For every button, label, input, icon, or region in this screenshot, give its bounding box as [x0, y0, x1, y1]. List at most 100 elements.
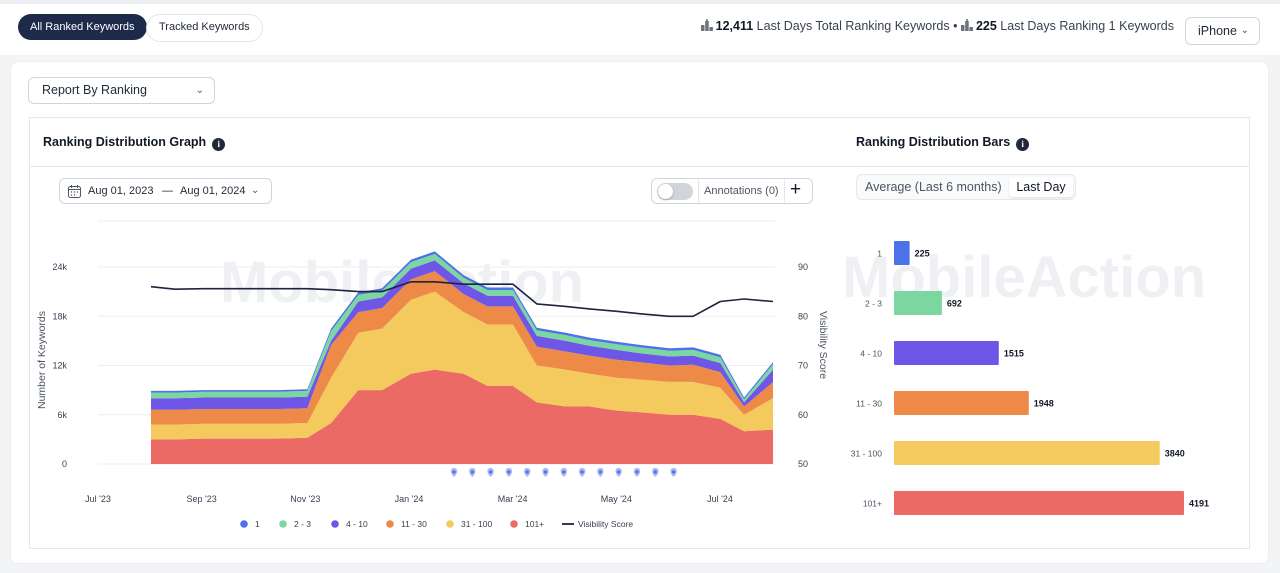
- x-tick-label: Mar '24: [498, 494, 528, 504]
- keyword-stats: 12,411 Last Days Total Ranking Keywords …: [700, 19, 1174, 33]
- legend-label: Visibility Score: [578, 519, 633, 529]
- annotation-marker-dot: [507, 470, 511, 474]
- tab-last-day[interactable]: Last Day: [1009, 177, 1073, 197]
- calendar-icon: [68, 185, 81, 198]
- annotations-label: Annotations (0): [704, 185, 779, 197]
- annotation-markers[interactable]: [450, 468, 677, 477]
- bar-category-label: 2 - 3: [865, 299, 882, 309]
- bar-value-label: 225: [915, 249, 930, 259]
- legend-label: 101+: [525, 519, 544, 529]
- bar-101+: [894, 491, 1184, 515]
- divider: [698, 179, 699, 203]
- tab-tracked-keywords[interactable]: Tracked Keywords: [146, 14, 263, 42]
- chevron-down-icon: ⌄: [251, 185, 260, 196]
- annotation-marker-dot: [562, 470, 566, 474]
- y2-tick-label: 70: [798, 361, 808, 371]
- annotation-marker-dot: [672, 470, 676, 474]
- legend-label: 2 - 3: [294, 519, 311, 529]
- tab-all-ranked-keywords[interactable]: All Ranked Keywords: [18, 14, 147, 40]
- date-separator: —: [162, 185, 173, 197]
- y-axis-label: Number of Keywords: [36, 311, 48, 409]
- bar-11-30: [894, 391, 1029, 415]
- bars-group: 1 225 2 - 3 692 4 - 10 1515 11 - 30 1948 31 - 10…: [851, 241, 1209, 515]
- annotation-marker-dot: [525, 470, 529, 474]
- legend-label: 11 - 30: [401, 519, 427, 529]
- y2-tick-label: 50: [798, 459, 808, 469]
- legend-swatch: [279, 520, 287, 528]
- y2-tick-label: 60: [798, 410, 808, 420]
- legend-swatch: [386, 520, 394, 528]
- area-series-31-100: [151, 291, 773, 440]
- info-icon[interactable]: i: [212, 138, 226, 151]
- annotation-marker-dot: [452, 470, 456, 474]
- graph-title-text: Ranking Distribution Graph: [43, 135, 207, 149]
- y-tick-label: 24k: [52, 262, 67, 272]
- device-select[interactable]: iPhone ⌄: [1185, 17, 1260, 45]
- date-to[interactable]: Aug 01, 2024: [180, 185, 246, 197]
- ranking-podium-icon: [700, 19, 713, 31]
- bar-category-label: 1: [877, 249, 882, 259]
- area-series-101+: [151, 369, 773, 464]
- bar-value-label: 1948: [1034, 399, 1054, 409]
- info-icon[interactable]: i: [1016, 138, 1030, 151]
- report-type-select[interactable]: Report By Ranking ⌄: [28, 77, 215, 104]
- legend-swatch: [331, 520, 339, 528]
- chevron-down-icon: ⌄: [195, 85, 204, 96]
- y-tick-label: 18k: [52, 311, 67, 321]
- bar-category-label: 11 - 30: [856, 399, 882, 409]
- total-keywords-value: 12,411: [715, 19, 754, 33]
- y2-tick-label: 90: [798, 262, 808, 272]
- legend-swatch: [240, 520, 248, 528]
- bar-value-label: 1515: [1004, 349, 1024, 359]
- total-keywords-label: Last Days Total Ranking Keywords: [756, 19, 950, 33]
- y2-axis-label: Visibility Score: [817, 311, 829, 379]
- x-tick-label: Jul '24: [707, 494, 733, 504]
- date-from[interactable]: Aug 01, 2023: [88, 185, 154, 197]
- annotation-marker-dot: [635, 470, 639, 474]
- annotations-control: Annotations (0) +: [651, 178, 813, 204]
- y-tick-label: 0: [62, 459, 67, 469]
- area-series-11-30: [151, 271, 773, 425]
- annotation-marker-dot: [489, 470, 493, 474]
- top-bar: All Ranked Keywords Tracked Keywords 12,…: [0, 0, 1280, 55]
- divider: [784, 179, 785, 203]
- annotations-toggle[interactable]: [657, 183, 693, 200]
- report-type-value: Report By Ranking: [42, 83, 147, 97]
- y2-tick-label: 80: [798, 311, 808, 321]
- chevron-down-icon: ⌄: [1240, 25, 1249, 36]
- bar-category-label: 4 - 10: [860, 349, 882, 359]
- x-tick-label: Sep '23: [187, 494, 217, 504]
- legend-swatch: [510, 520, 518, 528]
- bar-1: [894, 241, 910, 265]
- annotation-marker-dot: [470, 470, 474, 474]
- annotation-marker-dot: [580, 470, 584, 474]
- bar-2-3: [894, 291, 942, 315]
- chart-legend: 1 2 - 3 4 - 10 11 - 30 31 - 100 101+ Visibilit…: [240, 519, 633, 529]
- add-annotation-button[interactable]: +: [790, 179, 802, 200]
- bar-31-100: [894, 441, 1160, 465]
- date-range-picker[interactable]: Aug 01, 2023 — Aug 01, 2024 ⌄: [59, 178, 272, 204]
- x-tick-label: Jul '23: [85, 494, 111, 504]
- x-axis-ticks: Jul '23 Sep '23 Nov '23 Jan '24 Mar '24 May '…: [85, 494, 733, 504]
- bar-value-label: 4191: [1189, 499, 1209, 509]
- annotation-marker-dot: [598, 470, 603, 474]
- bars-title: Ranking Distribution Bars i: [856, 135, 1030, 151]
- x-tick-label: Nov '23: [290, 494, 320, 504]
- bar-value-label: 692: [947, 299, 962, 309]
- toggle-knob: [658, 184, 673, 199]
- tab-average-last-6-months[interactable]: Average (Last 6 months): [865, 180, 1002, 194]
- chart-areas: [151, 251, 773, 464]
- bar-category-label: 31 - 100: [851, 449, 882, 459]
- legend-label: 31 - 100: [461, 519, 492, 529]
- visibility-line-group: [150, 281, 774, 318]
- legend-label: 1: [255, 519, 260, 529]
- stats-separator: •: [953, 19, 958, 33]
- x-tick-label: May '24: [601, 494, 632, 504]
- area-series-4-10: [151, 260, 773, 410]
- annotation-marker-dot: [543, 470, 548, 474]
- panel-header-divider: [29, 166, 1250, 167]
- rank1-keywords-value: 225: [975, 19, 997, 33]
- rank1-keywords-label: Last Days Ranking 1 Keywords: [1000, 19, 1174, 33]
- y2-axis-ticks: 50 60 70 80 90: [798, 262, 808, 469]
